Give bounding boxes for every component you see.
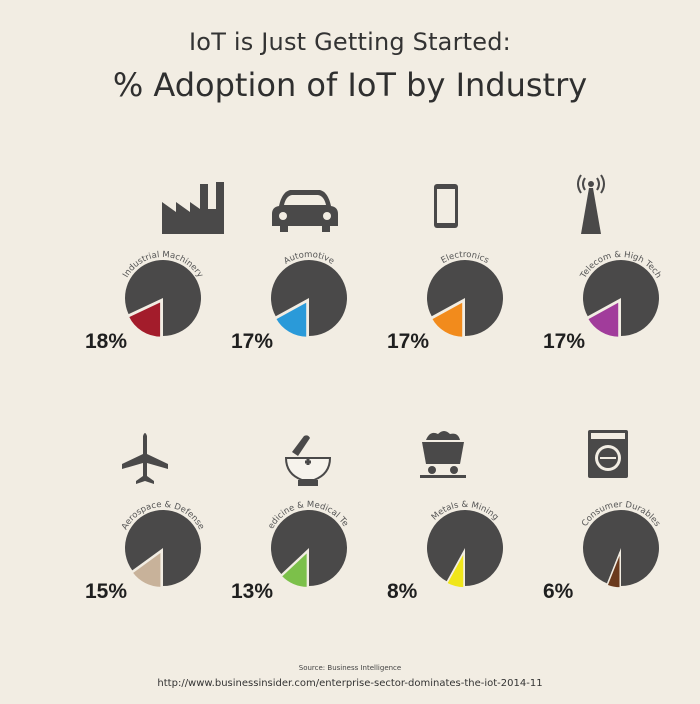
source-note: Source: Business Intelligence xyxy=(298,664,402,672)
pie-remainder xyxy=(583,510,659,586)
pie-remainder xyxy=(271,260,347,336)
pie-tile: Industrial Machinery 18% xyxy=(85,178,248,378)
percent-label: 17% xyxy=(543,330,586,353)
pie-chart: Aerospace & Defense xyxy=(120,500,206,589)
pie-tile: Telecom & High Tech 17% xyxy=(543,174,700,378)
pie-chart: Industrial Machinery xyxy=(121,250,205,339)
airplane-icon xyxy=(122,433,168,484)
pie-slice xyxy=(131,550,162,589)
antenna-icon xyxy=(577,174,605,234)
percent-label: 8% xyxy=(387,580,418,603)
pie-remainder xyxy=(125,260,202,336)
pie-chart: Consumer Durables xyxy=(580,500,662,589)
percent-label: 6% xyxy=(543,580,574,603)
factory-icon xyxy=(162,182,224,234)
page-title: % Adoption of IoT by Industry xyxy=(112,66,588,104)
pie-slice xyxy=(127,300,162,339)
pie-slice xyxy=(586,300,620,339)
percent-label: 15% xyxy=(85,580,128,603)
pie-chart: Electronics xyxy=(427,250,503,339)
pie-slice xyxy=(606,551,622,589)
source-url: http://www.businessinsider.com/enterpris… xyxy=(157,678,543,689)
pie-tile: Medicine & Medical Tech 13% xyxy=(230,421,394,628)
car-icon xyxy=(272,190,338,232)
pie-slice xyxy=(445,551,465,589)
mine-cart-icon xyxy=(420,431,466,478)
pie-tile: Aerospace & Defense 15% xyxy=(85,428,248,628)
pie-tile: Metals & Mining 8% xyxy=(387,428,550,628)
pie-chart: Telecom & High Tech xyxy=(578,250,663,339)
pie-remainder xyxy=(426,510,503,586)
washing-machine-icon xyxy=(588,430,628,478)
pie-chart: Automotive xyxy=(271,250,347,339)
pie-remainder xyxy=(583,260,659,336)
pie-slice xyxy=(430,300,464,339)
phone-icon xyxy=(434,184,458,228)
pie-chart: Metals & Mining xyxy=(426,500,503,589)
percent-label: 18% xyxy=(85,330,128,353)
pie-chart: Medicine & Medical Tech xyxy=(230,421,350,589)
pie-tile: Electronics 17% xyxy=(387,178,550,378)
pie-slice xyxy=(274,300,308,339)
percent-label: 17% xyxy=(387,330,430,353)
pie-tile: Consumer Durables 6% xyxy=(543,428,700,628)
percent-label: 17% xyxy=(231,330,274,353)
pie-remainder xyxy=(125,510,201,586)
pie-remainder xyxy=(427,260,503,336)
percent-label: 13% xyxy=(231,580,274,603)
pie-tile: Automotive 17% xyxy=(231,178,394,378)
pie-slice xyxy=(280,549,309,589)
mortar-pestle-icon xyxy=(284,435,332,486)
pie-remainder xyxy=(271,510,347,586)
category-label: Medicine & Medical Tech xyxy=(230,421,350,531)
page-title-line1: IoT is Just Getting Started: xyxy=(189,28,511,56)
